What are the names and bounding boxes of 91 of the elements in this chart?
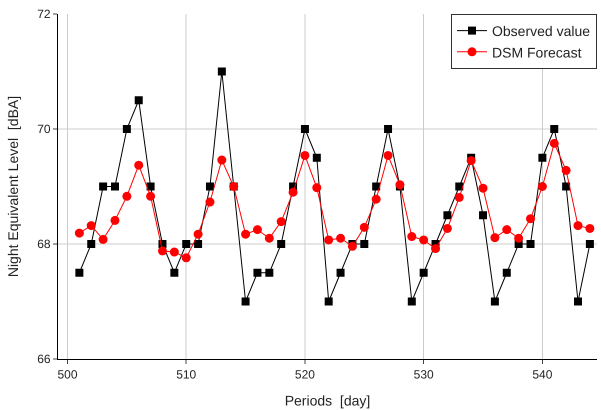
point: [360, 240, 368, 248]
point: [442, 224, 452, 233]
point: [443, 211, 452, 220]
point: [372, 194, 381, 204]
point: [407, 232, 416, 242]
point: [288, 188, 298, 197]
point: [74, 228, 84, 238]
point: [466, 156, 476, 166]
point: [336, 234, 346, 243]
point: [408, 298, 416, 306]
x-tick-label: 530: [414, 367, 434, 382]
point: [336, 268, 345, 277]
point: [502, 225, 512, 234]
point: [300, 150, 310, 160]
point: [242, 298, 250, 306]
point: [205, 198, 214, 207]
point: [502, 268, 511, 277]
point: [99, 182, 108, 190]
point: [170, 268, 178, 277]
point: [264, 234, 274, 243]
point: [514, 234, 524, 243]
x-tick-label: 500: [57, 367, 78, 382]
point: [300, 125, 309, 133]
point: [206, 182, 214, 190]
point: [194, 230, 203, 239]
point: [454, 192, 464, 202]
point: [98, 234, 108, 244]
point: [490, 233, 500, 242]
x-axis-title: Periods [day]: [284, 392, 370, 409]
point: [372, 182, 380, 190]
x-tick-label: 510: [176, 367, 197, 382]
point: [158, 246, 167, 256]
point: [194, 240, 202, 248]
point: [241, 230, 250, 239]
point: [134, 96, 143, 104]
point: [182, 253, 191, 262]
point: [122, 192, 132, 201]
point: [348, 242, 357, 251]
point: [420, 268, 428, 277]
point: [526, 214, 536, 224]
x-tick-label: 520: [294, 367, 316, 382]
point: [182, 240, 190, 248]
point: [574, 221, 582, 230]
y-tick-label: 66: [37, 352, 51, 366]
legend-label: Observed value: [492, 23, 590, 40]
point: [360, 222, 369, 232]
point: [134, 160, 144, 170]
point: [312, 154, 321, 162]
point: [218, 68, 226, 76]
point: [312, 183, 322, 192]
point: [538, 182, 547, 191]
point: [276, 217, 286, 226]
point: [562, 166, 571, 175]
point: [574, 298, 582, 306]
point: [324, 298, 333, 306]
point: [538, 154, 546, 162]
point: [585, 224, 594, 233]
point: [384, 150, 393, 160]
point: [395, 180, 404, 190]
point: [419, 235, 428, 244]
point: [265, 268, 274, 277]
point: [86, 221, 96, 230]
point: [146, 192, 156, 201]
point: [384, 125, 392, 133]
point: [110, 182, 119, 190]
point: [122, 125, 131, 133]
point: [277, 240, 286, 248]
point: [479, 211, 488, 220]
point: [550, 138, 559, 148]
point: [490, 298, 499, 306]
legend-label: DSM Forecast: [492, 44, 582, 60]
y-tick-label: 72: [37, 7, 51, 22]
point: [252, 225, 262, 234]
point: [170, 248, 179, 257]
point: [526, 240, 535, 248]
point: [87, 240, 96, 248]
point: [478, 184, 488, 193]
point: [324, 235, 334, 244]
point: [110, 216, 120, 225]
point: [146, 182, 155, 190]
point: [586, 240, 594, 248]
point: [75, 268, 84, 277]
y-axis-title: Night Equivalent Level [dBA]: [4, 96, 21, 278]
point: [217, 156, 226, 165]
x-tick-label: 540: [532, 367, 553, 382]
y-tick-label: 68: [37, 237, 51, 252]
y-tick-label: 70: [37, 122, 51, 136]
point: [431, 244, 440, 254]
point: [253, 268, 262, 277]
point: [550, 125, 558, 133]
point: [562, 182, 570, 190]
